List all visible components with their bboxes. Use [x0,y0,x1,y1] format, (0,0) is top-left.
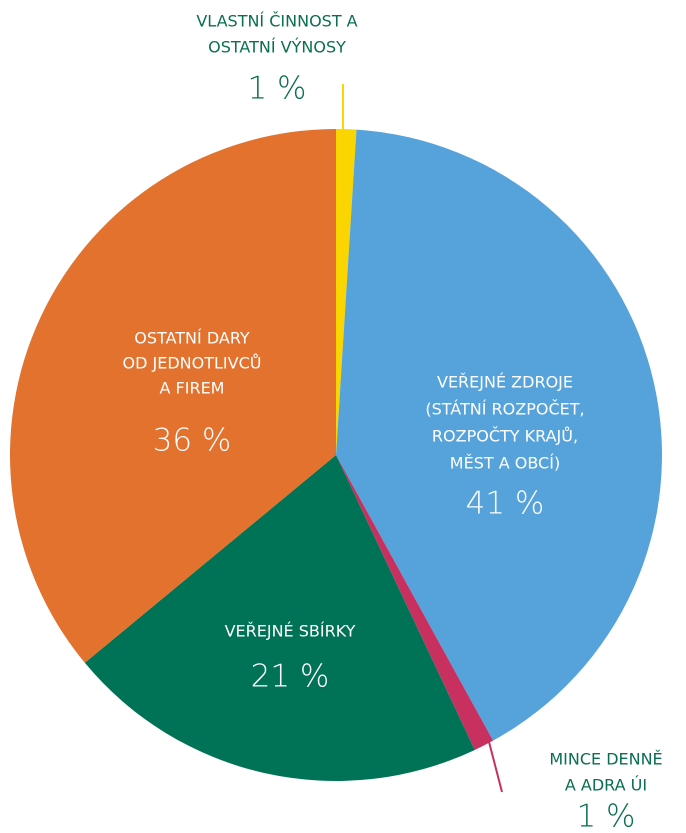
value-label: 36 % [153,423,232,459]
slice-label: VEŘEJNÉ ZDROJE [437,373,573,392]
slice-label: ROZPOČTY KRAJŮ, [432,427,578,446]
slice-label: OSTATNÍ DARY [134,329,250,348]
slice-label: MĚST A OBCÍ) [450,454,560,473]
pie-slice [336,129,357,455]
slice-label: VLASTNÍ ČINNOST A [196,12,357,31]
pie-slice [336,129,662,741]
value-label: 41 % [466,486,545,522]
slice-label: MINCE DENNĚ [549,750,662,769]
slice-label: OD JEDNOTLIVCŮ [123,354,262,373]
pie-slice [10,128,336,663]
slice-label: OSTATNÍ VÝNOSY [208,38,346,57]
slice-label: VEŘEJNÉ SBÍRKY [225,622,356,641]
slice-label: A ADRA ÚI [565,776,647,795]
slice-label: (STÁTNÍ ROZPOČET, [425,400,584,419]
value-label: 21 % [251,659,330,695]
leader-line [487,737,503,793]
value-label: 1 % [576,799,635,833]
pie-slice [84,455,475,781]
value-label: 1 % [247,71,306,107]
slice-label: A FIREM [160,379,225,398]
pie-slice [336,455,494,750]
